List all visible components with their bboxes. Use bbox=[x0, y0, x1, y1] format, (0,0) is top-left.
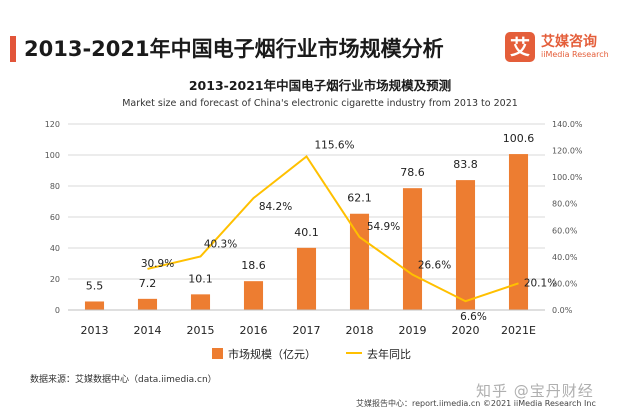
footer-credit: 艾媒报告中心：report.iimedia.cn ©2021 iiMedia R… bbox=[356, 399, 596, 408]
y-right-tick-label: 20.0% bbox=[552, 279, 578, 288]
bar-2019 bbox=[402, 188, 423, 310]
y-left-tick-label: 100 bbox=[45, 151, 60, 160]
x-tick-label: 2017 bbox=[293, 324, 321, 337]
bar-2020 bbox=[455, 180, 476, 310]
y-right-tick-label: 120.0% bbox=[552, 147, 583, 156]
x-tick-label: 2014 bbox=[134, 324, 162, 337]
logo-name: 艾媒咨询 bbox=[541, 34, 597, 50]
y-left-tick-label: 0 bbox=[55, 306, 60, 315]
y-left-tick-label: 80 bbox=[50, 182, 60, 191]
growth-label: 26.6% bbox=[418, 260, 451, 272]
y-right-tick-label: 40.0% bbox=[552, 253, 578, 262]
legend-label-market-size: 市场规模（亿元） bbox=[228, 347, 316, 361]
y-left-tick-label: 20 bbox=[50, 275, 60, 284]
chart-subtitle: Market size and forecast of China's elec… bbox=[122, 98, 518, 109]
growth-label: 115.6% bbox=[314, 139, 354, 151]
iimedia-logo: 艾 艾媒咨询 iiMedia Research bbox=[505, 30, 630, 70]
bar-2015 bbox=[190, 294, 211, 310]
bar-value-label: 62.1 bbox=[347, 192, 372, 205]
bar-value-label: 78.6 bbox=[400, 166, 425, 179]
y-left-tick-label: 60 bbox=[50, 213, 60, 222]
x-tick-label: 2018 bbox=[346, 324, 374, 337]
bar-value-label: 100.6 bbox=[503, 132, 535, 145]
bar-2016 bbox=[243, 281, 264, 310]
bar-2021E bbox=[508, 154, 529, 310]
x-tick-label: 2013 bbox=[81, 324, 109, 337]
bar-2013 bbox=[84, 301, 105, 310]
y-right-tick-label: 100.0% bbox=[552, 173, 583, 182]
y-right-tick-label: 0.0% bbox=[552, 306, 573, 315]
x-tick-label: 2015 bbox=[187, 324, 215, 337]
watermark: 知乎 @宝丹财经 bbox=[476, 382, 594, 400]
growth-label: 6.6% bbox=[460, 311, 487, 323]
y-right-tick-label: 60.0% bbox=[552, 226, 578, 235]
x-tick-label: 2021E bbox=[501, 324, 536, 337]
chart-title: 2013-2021年中国电子烟行业市场规模及预测 bbox=[189, 78, 451, 93]
bar-value-label: 83.8 bbox=[453, 158, 478, 171]
y-left-tick-label: 120 bbox=[45, 120, 60, 129]
y-right-tick-label: 140.0% bbox=[552, 120, 583, 129]
legend-label-growth: 去年同比 bbox=[367, 347, 411, 361]
page-title: 2013-2021年中国电子烟行业市场规模分析 bbox=[24, 37, 444, 61]
bar-2018 bbox=[349, 213, 370, 310]
legend-swatch-market-size bbox=[212, 348, 223, 359]
growth-label: 54.9% bbox=[367, 221, 400, 233]
growth-line bbox=[147, 154, 519, 303]
data-source: 数据来源：艾媒数据中心（data.iimedia.cn） bbox=[30, 375, 217, 385]
growth-label: 40.3% bbox=[204, 238, 237, 250]
growth-label: 84.2% bbox=[259, 201, 292, 213]
bar-value-label: 7.2 bbox=[139, 277, 157, 290]
y-right-tick-label: 80.0% bbox=[552, 200, 578, 209]
bar-2014 bbox=[137, 298, 158, 310]
x-tick-label: 2020 bbox=[452, 324, 480, 337]
logo-subtitle: iiMedia Research bbox=[541, 50, 609, 59]
header-accent-bar bbox=[10, 36, 16, 62]
bar-value-label: 10.1 bbox=[188, 272, 213, 285]
x-tick-label: 2016 bbox=[240, 324, 268, 337]
growth-label: 30.9% bbox=[141, 258, 174, 270]
growth-label: 20.1% bbox=[524, 277, 557, 289]
bar-value-label: 18.6 bbox=[241, 259, 266, 272]
bar-2017 bbox=[296, 247, 317, 310]
bar-value-label: 40.1 bbox=[294, 226, 319, 239]
x-tick-label: 2019 bbox=[399, 324, 427, 337]
logo-icon: 艾 bbox=[505, 32, 535, 62]
bar-value-label: 5.5 bbox=[86, 279, 104, 292]
y-left-tick-label: 40 bbox=[50, 244, 60, 253]
